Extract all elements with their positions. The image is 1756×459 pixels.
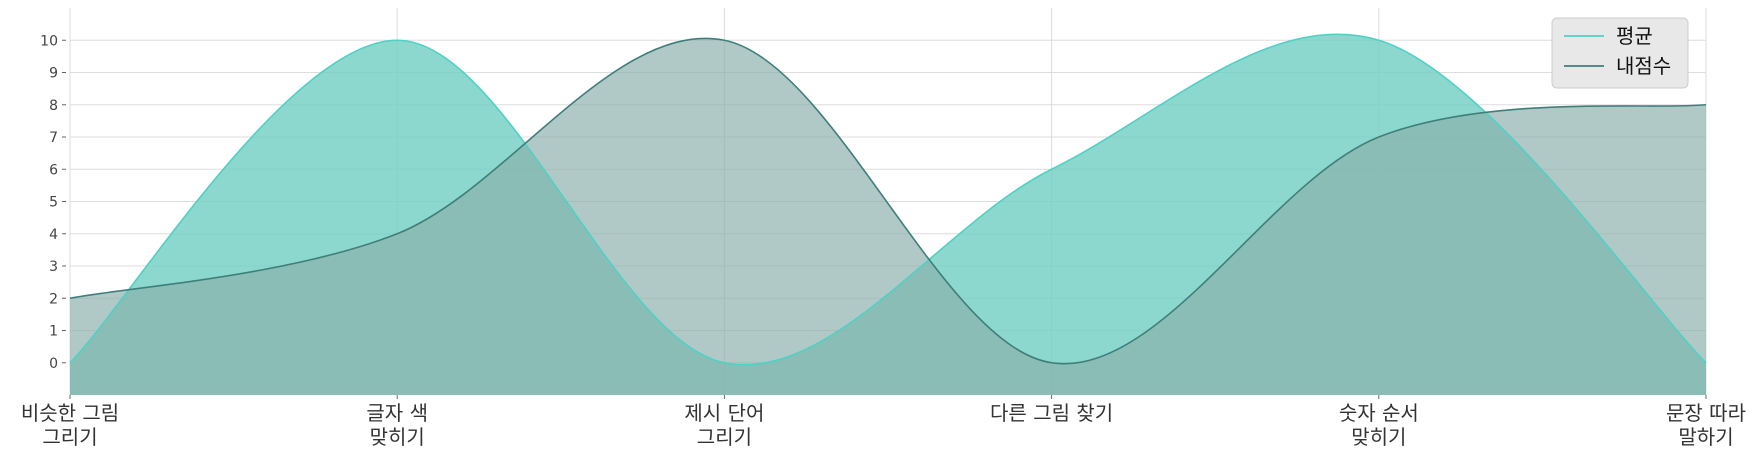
y-tick-label: 1 [49,324,58,340]
legend-label-2: 내점수 [1616,54,1671,78]
series-line-2 [69,37,1707,365]
x-tick-label: 문장 따라 말하기 [1666,401,1746,449]
legend-label-1: 평균 [1616,24,1653,48]
y-tick-label: 3 [49,259,58,275]
x-tick-label: 제시 단어 그리기 [684,401,764,449]
x-tick-label: 글자 색 맞히기 [366,401,428,449]
y-tick-label: 5 [49,195,58,211]
series-line-1 [69,33,1707,366]
y-tick-label: 2 [49,291,58,307]
x-tick-label: 비슷한 그림 그리기 [21,401,119,449]
x-tick-label: 숫자 순서 맞히기 [1339,401,1419,449]
y-tick-label: 6 [49,162,58,178]
series-area-2 [70,38,1706,395]
y-tick-label: 0 [49,356,58,372]
y-tick-label: 9 [49,66,58,82]
y-tick-label: 4 [49,227,58,243]
y-tick-label: 8 [49,98,58,114]
x-tick-label: 다른 그림 찾기 [990,401,1113,425]
y-tick-label: 10 [40,33,58,49]
y-tick-label: 7 [49,130,58,146]
